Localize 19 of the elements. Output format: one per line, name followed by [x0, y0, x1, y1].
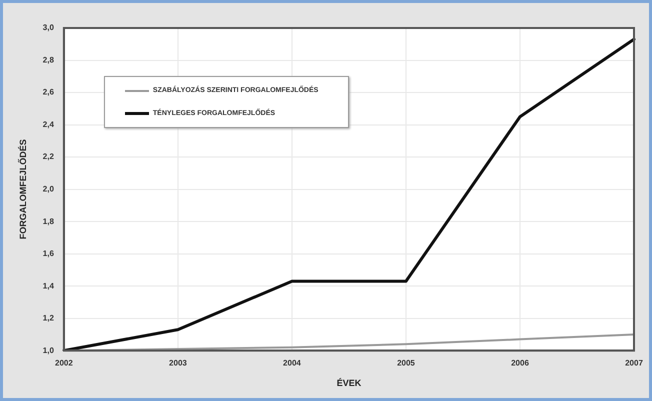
x-tick-label: 2007	[625, 358, 644, 368]
y-tick-label: 2,8	[42, 55, 54, 64]
x-axis-title: ÉVEK	[336, 378, 362, 388]
x-tick-label: 2004	[283, 358, 302, 368]
y-tick-label: 2,4	[42, 120, 54, 129]
x-tick-label: 2006	[511, 358, 530, 368]
y-tick-label: 2,2	[42, 152, 54, 162]
y-tick-label: 2,0	[42, 184, 54, 194]
y-tick-label: 3,0	[42, 23, 54, 32]
y-tick-label: 1,6	[42, 249, 54, 258]
x-tick-label: 2003	[169, 358, 188, 368]
x-tick-label: 2005	[397, 358, 416, 368]
y-tick-label: 1,4	[42, 281, 54, 290]
y-tick-label: 1,0	[42, 346, 54, 355]
y-axis-title: FORGALOMFEJLŐDÉS	[18, 139, 28, 240]
x-tick-label: 2002	[55, 358, 74, 368]
y-tick-label: 1,8	[42, 216, 54, 226]
y-tick-label: 2,6	[42, 88, 54, 97]
y-tick-label: 1,2	[42, 314, 54, 323]
